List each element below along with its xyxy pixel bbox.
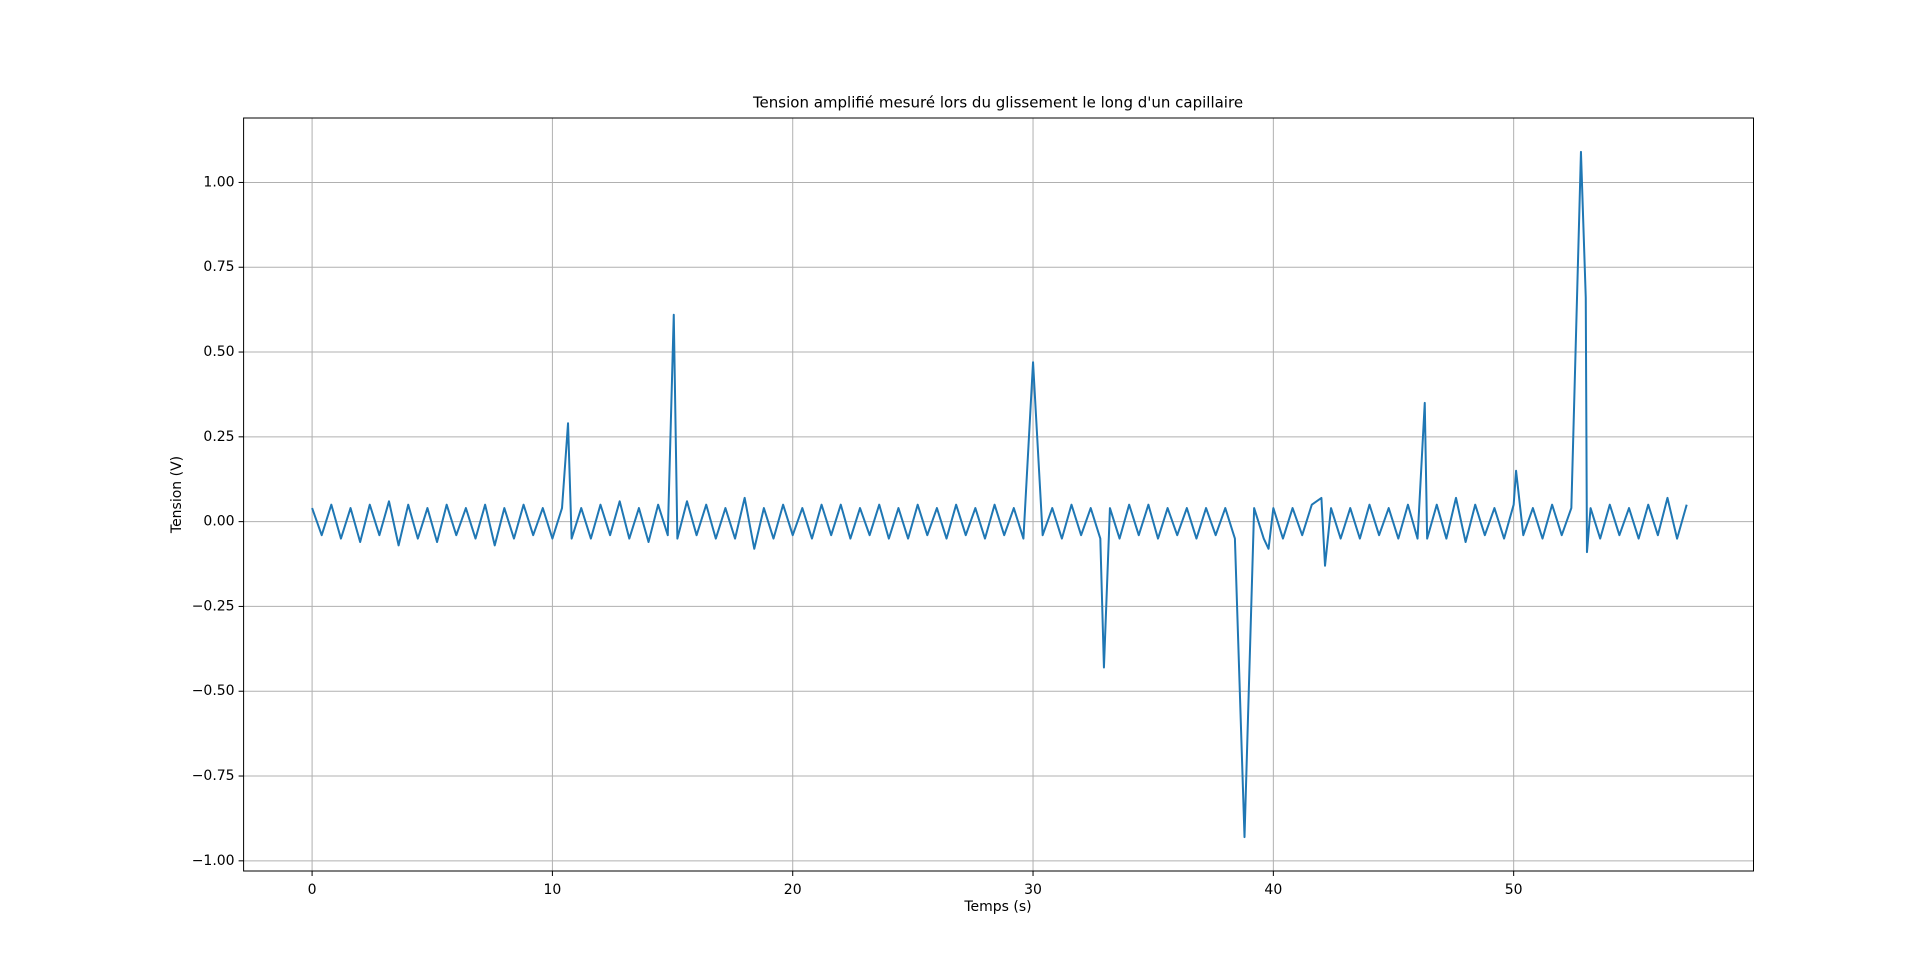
y-tick-label: −0.50	[192, 683, 235, 699]
y-tick-label: −0.75	[192, 768, 235, 784]
y-tick-label: 0.25	[203, 429, 234, 445]
chart-title: Tension amplifié mesuré lors du glisseme…	[752, 94, 1243, 112]
y-tick-label: 0.00	[203, 514, 234, 530]
x-axis-label: Temps (s)	[963, 899, 1031, 915]
x-tick-label: 30	[1024, 882, 1042, 898]
y-axis-label: Tension (V)	[169, 456, 185, 534]
y-tick-label: 0.50	[203, 344, 234, 360]
y-tick-label: 0.75	[203, 259, 234, 275]
x-tick-label: 50	[1505, 882, 1523, 898]
plot-frame	[243, 117, 1755, 872]
x-tick-label: 20	[784, 882, 802, 898]
data-line	[311, 150, 1688, 839]
x-tick-label: 0	[308, 882, 317, 898]
y-tick-label: 1.00	[203, 174, 234, 190]
x-tick-label: 10	[543, 882, 561, 898]
y-tick-label: −1.00	[192, 853, 235, 869]
x-tick-label: 40	[1264, 882, 1282, 898]
y-tick-label: −0.25	[192, 598, 235, 614]
